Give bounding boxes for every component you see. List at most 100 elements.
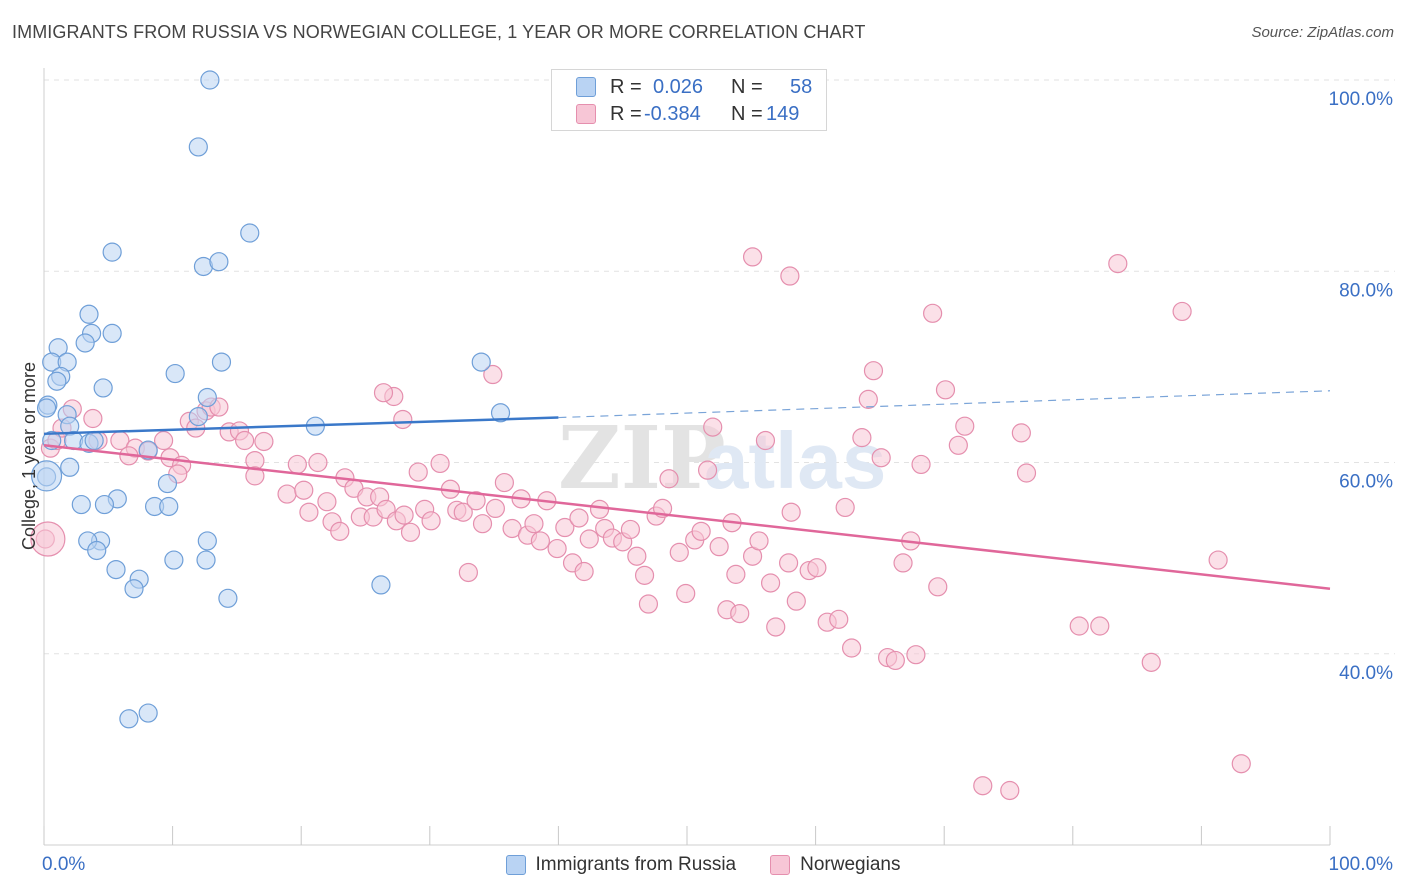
data-point bbox=[1208, 550, 1228, 570]
data-point bbox=[569, 508, 589, 528]
legend-swatch-norwegians bbox=[770, 855, 791, 875]
data-point bbox=[780, 266, 800, 286]
data-point bbox=[807, 558, 827, 578]
data-point bbox=[211, 352, 232, 372]
data-point bbox=[71, 494, 91, 515]
legend-swatch-russia bbox=[505, 855, 526, 875]
data-point bbox=[197, 531, 217, 551]
data-point bbox=[530, 531, 550, 551]
data-point bbox=[421, 511, 441, 531]
data-point bbox=[863, 361, 884, 381]
data-point bbox=[842, 638, 862, 658]
data-point bbox=[124, 579, 144, 599]
stats-r-value: 0.026 bbox=[653, 75, 704, 98]
data-point bbox=[330, 521, 350, 541]
data-point bbox=[1016, 463, 1037, 483]
y-tick-label: 100.0% bbox=[1329, 89, 1394, 110]
data-point bbox=[240, 223, 260, 243]
stats-row-russia: R = 0.026 N = 58 bbox=[552, 74, 826, 100]
data-point bbox=[102, 323, 122, 344]
data-point bbox=[119, 709, 139, 729]
data-point bbox=[829, 609, 849, 629]
data-point bbox=[153, 430, 174, 451]
data-point bbox=[299, 502, 319, 522]
stats-swatch-russia bbox=[576, 77, 596, 97]
data-point bbox=[453, 502, 473, 522]
data-point bbox=[308, 452, 328, 473]
series-legend: Immigrants from Russia Norwegians bbox=[0, 852, 1406, 878]
data-point bbox=[589, 499, 610, 519]
data-point bbox=[245, 466, 265, 486]
data-point-cluster bbox=[30, 521, 66, 557]
legend-item-norwegians[interactable]: Norwegians bbox=[770, 852, 900, 878]
data-point bbox=[923, 303, 943, 323]
data-point bbox=[1090, 616, 1110, 636]
data-point bbox=[393, 409, 413, 430]
data-point bbox=[408, 462, 428, 482]
data-point bbox=[84, 430, 104, 451]
data-point bbox=[1069, 616, 1089, 636]
data-point bbox=[60, 457, 80, 477]
stats-n-value: 58 bbox=[790, 75, 813, 98]
data-point bbox=[547, 538, 567, 559]
data-point bbox=[138, 440, 158, 460]
data-point bbox=[749, 531, 769, 551]
data-point bbox=[483, 364, 503, 385]
data-point bbox=[93, 378, 113, 398]
data-point bbox=[287, 454, 307, 475]
trend-line-norwegians bbox=[43, 444, 1331, 590]
data-point bbox=[852, 428, 872, 448]
data-point bbox=[235, 430, 255, 451]
stats-legend: R = 0.026 N = 58 R = -0.384 N = 149 bbox=[551, 69, 827, 131]
data-point bbox=[485, 498, 505, 518]
data-point bbox=[935, 380, 956, 400]
stats-n-label: N = bbox=[731, 102, 763, 125]
watermark-zip: ZIP bbox=[558, 408, 726, 509]
tick-labels: 40.0% 60.0% 80.0% 100.0% 0.0% 100.0% bbox=[42, 89, 1393, 875]
data-point bbox=[209, 252, 229, 272]
data-point bbox=[676, 583, 696, 604]
data-point bbox=[47, 371, 67, 391]
data-point bbox=[778, 553, 799, 573]
data-point bbox=[471, 352, 491, 372]
stats-r-label: R = bbox=[610, 75, 642, 98]
data-point bbox=[555, 517, 575, 538]
data-point bbox=[466, 491, 486, 511]
data-point bbox=[760, 573, 781, 593]
y-tick-label: 80.0% bbox=[1339, 280, 1393, 301]
legend-label-russia: Immigrants from Russia bbox=[535, 854, 737, 875]
data-point bbox=[75, 333, 95, 353]
x-tick-label: 100.0% bbox=[1329, 854, 1394, 875]
y-tick-label: 60.0% bbox=[1339, 472, 1393, 493]
data-point bbox=[858, 389, 878, 409]
grid bbox=[44, 79, 1395, 655]
data-point bbox=[627, 546, 647, 566]
data-point bbox=[579, 529, 599, 549]
data-point bbox=[1141, 652, 1161, 672]
stats-n-label: N = bbox=[731, 75, 763, 98]
data-point bbox=[766, 617, 786, 637]
x-tick-label: 0.0% bbox=[42, 854, 85, 875]
data-point bbox=[669, 542, 689, 562]
data-point bbox=[196, 550, 216, 570]
data-point bbox=[400, 522, 421, 542]
source-credit: Source: ZipAtlas.com bbox=[1251, 24, 1394, 41]
data-point bbox=[197, 387, 217, 408]
data-point bbox=[524, 514, 544, 534]
legend-item-russia[interactable]: Immigrants from Russia bbox=[505, 852, 737, 878]
data-point bbox=[726, 564, 746, 584]
watermark: ZIP atlas bbox=[558, 408, 886, 509]
data-point bbox=[106, 559, 126, 580]
data-point bbox=[94, 494, 115, 515]
data-point bbox=[885, 650, 905, 671]
data-point bbox=[948, 435, 968, 455]
data-point bbox=[1231, 754, 1251, 774]
axes bbox=[43, 68, 1331, 846]
data-point bbox=[906, 645, 926, 665]
data-point bbox=[703, 417, 723, 437]
data-point bbox=[786, 591, 806, 611]
data-point bbox=[218, 588, 238, 608]
legend-label-norwegians: Norwegians bbox=[800, 854, 901, 875]
data-point bbox=[277, 484, 297, 504]
stats-swatch-norwegians bbox=[576, 104, 596, 124]
